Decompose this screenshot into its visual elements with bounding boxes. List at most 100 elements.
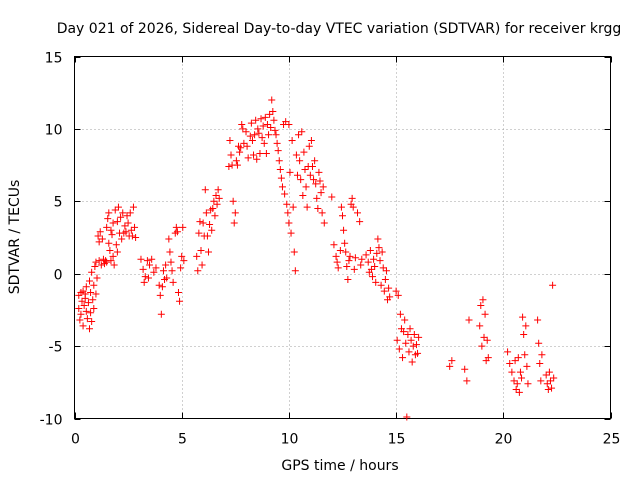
data-point-plus bbox=[95, 257, 103, 265]
data-point-plus bbox=[103, 223, 111, 231]
data-point-plus bbox=[516, 368, 524, 376]
data-point-plus bbox=[173, 228, 181, 236]
data-point-plus bbox=[537, 377, 545, 385]
data-point-plus bbox=[535, 339, 543, 347]
data-point-plus bbox=[88, 268, 96, 276]
data-point-plus bbox=[407, 336, 415, 344]
y-tick-label: 0 bbox=[54, 268, 63, 284]
data-point-plus bbox=[481, 310, 489, 318]
data-point-plus bbox=[144, 274, 152, 282]
x-tick-labels: 0 5 10 15 20 25 bbox=[71, 432, 620, 448]
data-point-plus bbox=[446, 362, 454, 370]
data-point-plus bbox=[239, 125, 247, 133]
data-point-plus bbox=[315, 168, 323, 176]
data-point-plus bbox=[374, 235, 382, 243]
data-point-plus bbox=[300, 148, 308, 156]
data-point-plus bbox=[229, 197, 237, 205]
data-point-plus bbox=[350, 265, 358, 273]
x-tick-label: 20 bbox=[495, 432, 513, 448]
data-point-plus bbox=[545, 368, 553, 376]
data-point-plus bbox=[87, 289, 95, 297]
data-point-plus bbox=[394, 291, 402, 299]
data-point-plus bbox=[215, 194, 223, 202]
data-point-plus bbox=[317, 189, 325, 197]
data-point-plus bbox=[91, 262, 99, 270]
data-point-plus bbox=[343, 262, 351, 270]
data-point-plus bbox=[288, 136, 296, 144]
data-point-plus bbox=[103, 258, 111, 266]
data-point-plus bbox=[367, 265, 375, 273]
data-point-plus bbox=[259, 122, 267, 130]
data-point-plus bbox=[308, 163, 316, 171]
data-point-plus bbox=[380, 287, 388, 295]
data-point-plus bbox=[137, 255, 145, 263]
data-point-plus bbox=[276, 165, 284, 173]
data-point-plus bbox=[86, 277, 94, 285]
data-point-plus bbox=[143, 257, 151, 265]
data-point-plus bbox=[336, 247, 344, 255]
data-point-plus bbox=[510, 377, 518, 385]
data-point-plus bbox=[244, 154, 252, 162]
data-point-plus bbox=[366, 247, 374, 255]
data-point-plus bbox=[270, 116, 278, 124]
data-point-plus bbox=[242, 128, 250, 136]
data-point-plus bbox=[345, 257, 353, 265]
data-point-plus bbox=[283, 200, 291, 208]
data-point-plus bbox=[232, 157, 240, 165]
data-point-plus bbox=[168, 267, 176, 275]
data-point-plus bbox=[375, 244, 383, 252]
data-point-plus bbox=[392, 287, 400, 295]
data-point-plus bbox=[399, 354, 407, 362]
data-point-plus bbox=[534, 316, 542, 324]
data-point-plus bbox=[80, 302, 88, 310]
data-point-plus bbox=[157, 310, 165, 318]
data-point-plus bbox=[248, 136, 256, 144]
data-point-plus bbox=[163, 274, 171, 282]
data-point-plus bbox=[344, 275, 352, 283]
data-point-plus bbox=[299, 192, 307, 200]
data-point-plus bbox=[88, 317, 96, 325]
data-point-plus bbox=[522, 322, 530, 330]
data-point-plus bbox=[96, 228, 104, 236]
data-point-plus bbox=[293, 171, 301, 179]
data-point-plus bbox=[166, 248, 174, 256]
data-point-plus bbox=[480, 333, 488, 341]
data-point-plus bbox=[337, 203, 345, 211]
data-point-plus bbox=[332, 252, 340, 260]
data-point-plus bbox=[113, 218, 121, 226]
axis-ticks bbox=[74, 56, 612, 420]
data-point-plus bbox=[273, 139, 281, 147]
data-point-plus bbox=[167, 258, 175, 266]
data-point-plus bbox=[256, 150, 264, 158]
data-point-plus bbox=[290, 248, 298, 256]
data-point-plus bbox=[86, 325, 94, 333]
y-tick-label: 10 bbox=[45, 123, 63, 139]
data-point-plus bbox=[262, 150, 270, 158]
data-point-plus bbox=[118, 235, 126, 243]
data-point-plus bbox=[111, 206, 119, 214]
y-tick-label: -10 bbox=[40, 413, 63, 429]
data-point-plus bbox=[213, 200, 221, 208]
data-point-plus bbox=[328, 193, 336, 201]
data-point-plus bbox=[349, 203, 357, 211]
data-point-plus bbox=[75, 304, 83, 312]
data-point-plus bbox=[225, 163, 233, 171]
data-point-plus bbox=[271, 126, 279, 134]
data-point-plus bbox=[282, 118, 290, 126]
plot-area-frame bbox=[74, 56, 611, 419]
data-point-plus bbox=[152, 264, 160, 272]
data-point-plus bbox=[287, 229, 295, 237]
data-point-plus bbox=[376, 257, 384, 265]
data-point-plus bbox=[311, 157, 319, 165]
data-point-plus bbox=[410, 331, 418, 339]
data-point-plus bbox=[339, 212, 346, 220]
data-point-plus bbox=[524, 380, 532, 388]
data-point-plus bbox=[106, 247, 114, 255]
data-point-plus bbox=[119, 209, 127, 217]
data-point-plus bbox=[519, 313, 527, 321]
data-point-plus bbox=[156, 291, 164, 299]
data-point-plus bbox=[477, 302, 485, 310]
data-point-plus bbox=[543, 380, 551, 388]
data-point-plus bbox=[484, 354, 492, 362]
